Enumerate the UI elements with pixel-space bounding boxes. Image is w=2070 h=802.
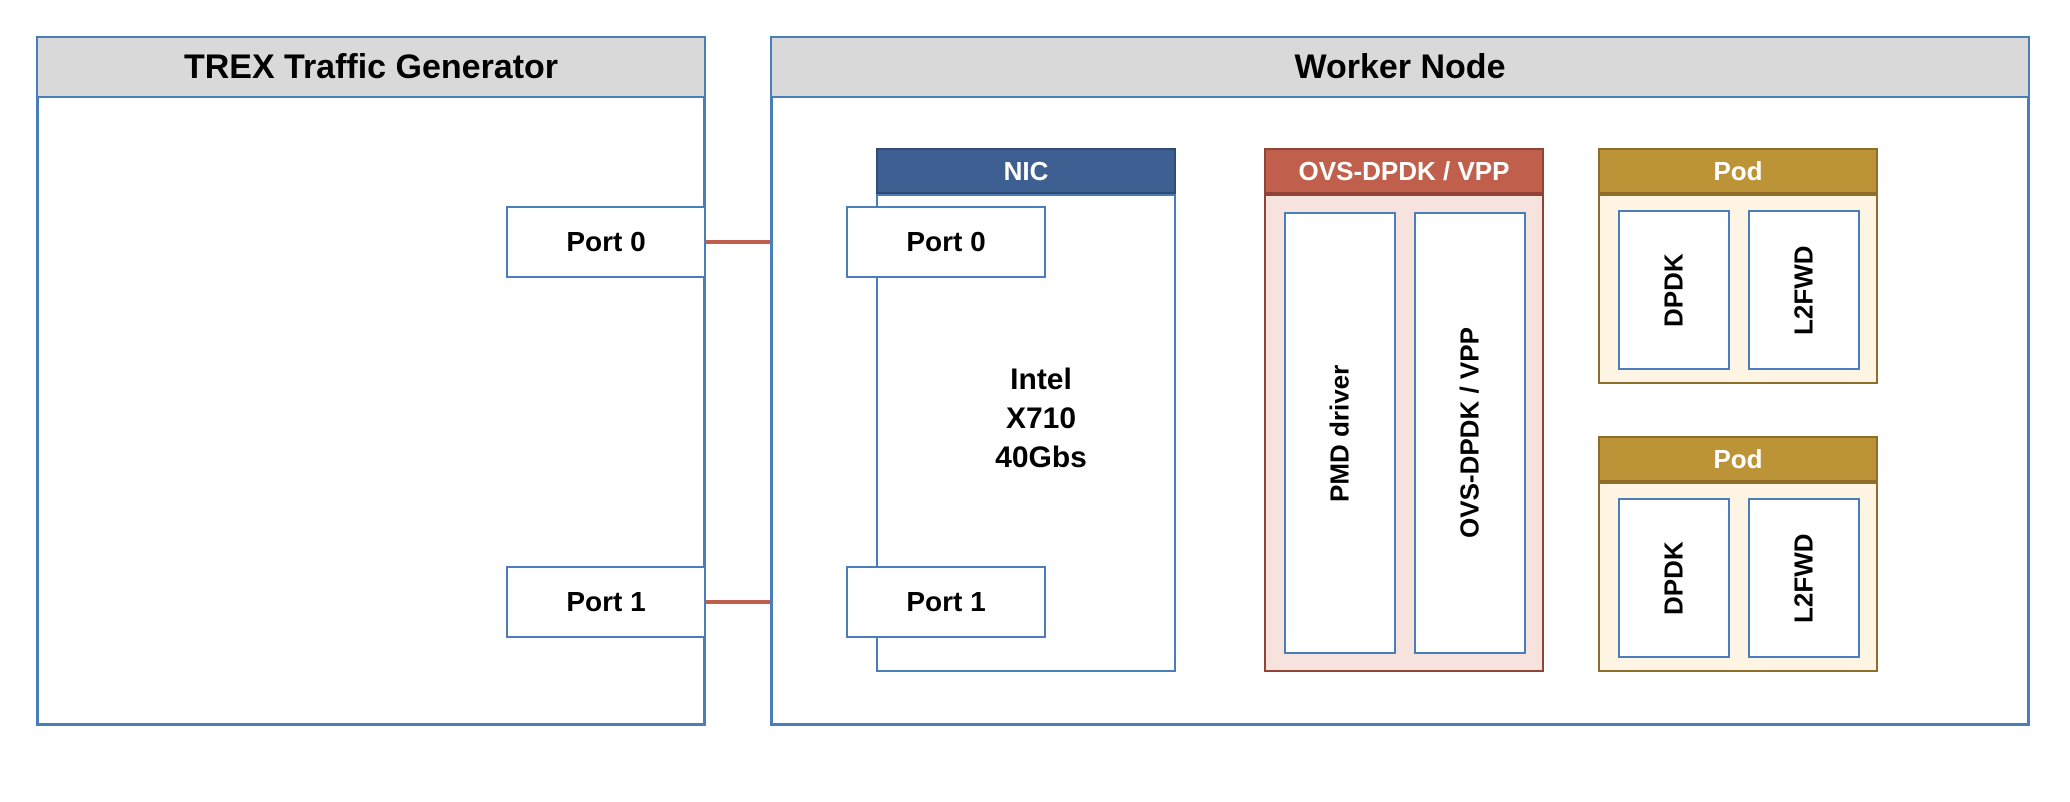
pod1-header: Pod <box>1598 148 1878 194</box>
trex-title: TREX Traffic Generator <box>36 36 706 98</box>
pod2-l2fwd-label: L2FWD <box>1748 498 1860 658</box>
pod1-l2fwd-label: L2FWD <box>1748 210 1860 370</box>
nic-model: IntelX71040Gbs <box>946 360 1136 480</box>
trex-port1: Port 1 <box>506 566 706 638</box>
trex-port0: Port 0 <box>506 206 706 278</box>
pod2-dpdk-label: DPDK <box>1618 498 1730 658</box>
worker-title: Worker Node <box>770 36 2030 98</box>
pod1-dpdk-label: DPDK <box>1618 210 1730 370</box>
ovs-vpp-label: OVS-DPDK / VPP <box>1414 212 1526 654</box>
pod2-header: Pod <box>1598 436 1878 482</box>
ovs-pmd-label: PMD driver <box>1284 212 1396 654</box>
nic-header: NIC <box>876 148 1176 194</box>
nic-port1: Port 1 <box>846 566 1046 638</box>
ovs-header: OVS-DPDK / VPP <box>1264 148 1544 194</box>
nic-port0: Port 0 <box>846 206 1046 278</box>
